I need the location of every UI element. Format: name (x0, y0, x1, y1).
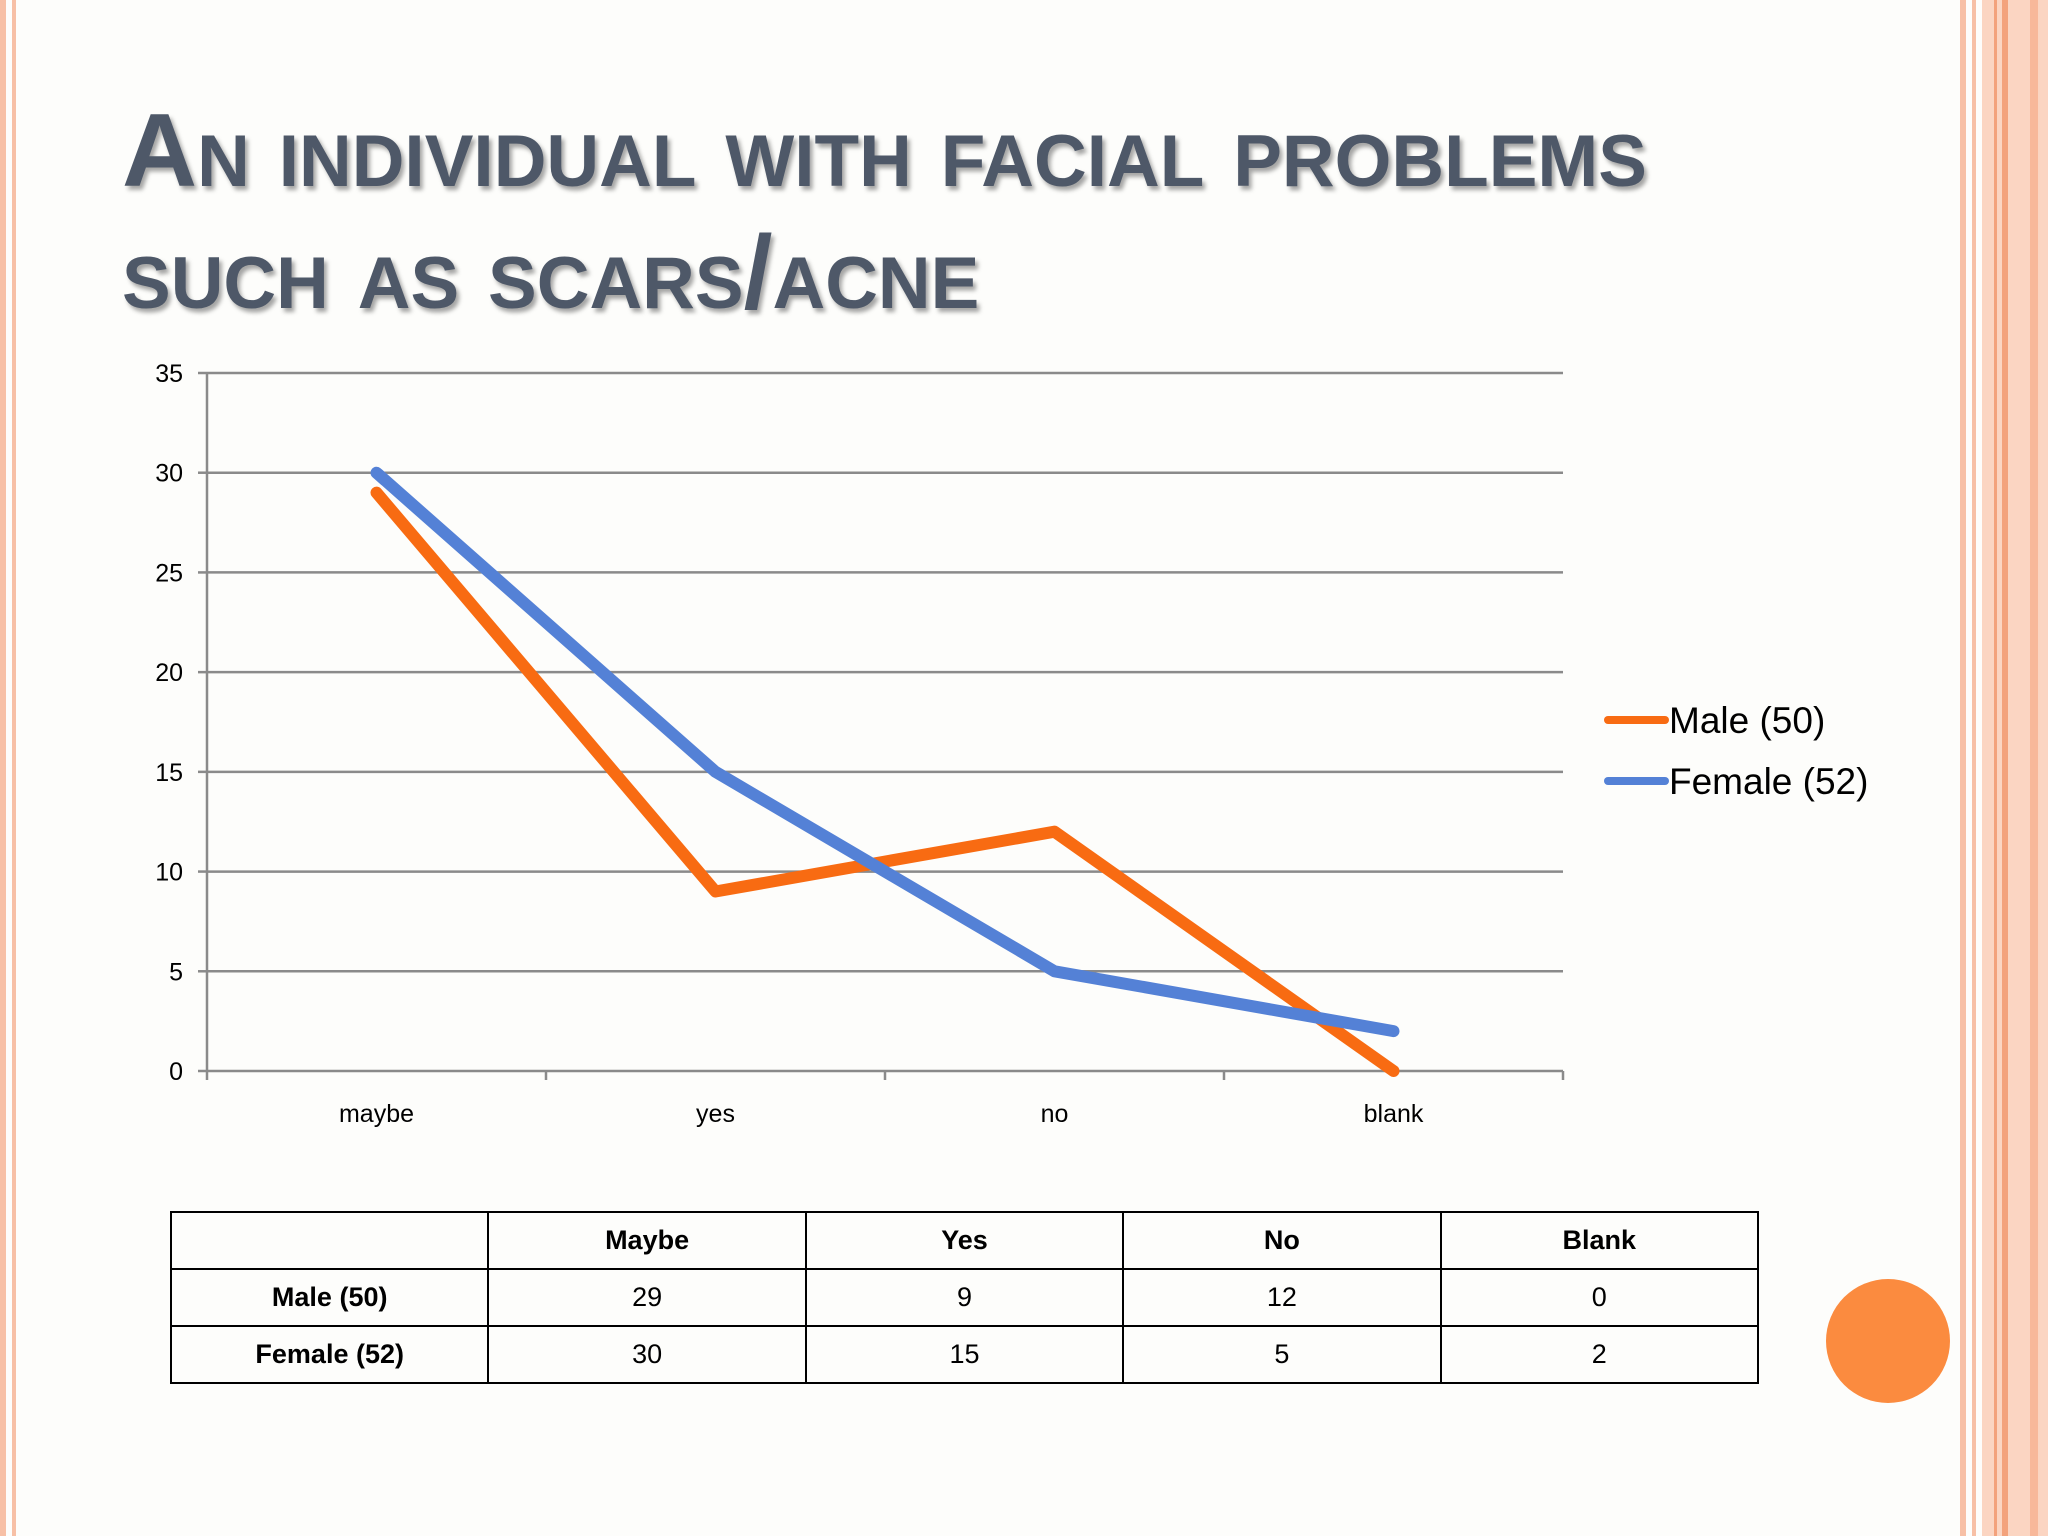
table-header-cell: Blank (1439, 1211, 1760, 1270)
accent-circle (1826, 1279, 1950, 1403)
data-point (713, 889, 718, 894)
table-cell: 29 (487, 1268, 807, 1327)
table-header-cell: No (1122, 1211, 1442, 1270)
table-row: Male (50) 29 9 12 0 (169, 1268, 1760, 1327)
data-point (713, 769, 718, 774)
right-decor-stripe (2002, 0, 2008, 1536)
data-point (1052, 969, 1057, 974)
slide-title: An individual with facial problems such … (122, 93, 1647, 331)
table-row: Female (52) 30 15 5 2 (169, 1325, 1760, 1384)
right-decor-stripe (2030, 0, 2038, 1536)
table-cell: 30 (487, 1325, 807, 1384)
table-cell: 2 (1439, 1325, 1760, 1384)
left-decor-stripe (0, 0, 6, 1536)
table-cell: 15 (804, 1325, 1125, 1384)
table-cell: 9 (804, 1268, 1125, 1327)
table-row-label: Male (50) (169, 1268, 490, 1327)
x-tick-label: maybe (339, 1100, 414, 1128)
table-cell: 5 (1122, 1325, 1442, 1384)
series-line-male (370, 486, 1400, 1077)
y-tick-label: 0 (169, 1058, 183, 1086)
left-decor-stripe (12, 0, 16, 1536)
y-tick-label: 35 (155, 360, 183, 388)
table-row-label: Female (52) (169, 1325, 490, 1384)
table-header-cell: Yes (804, 1211, 1125, 1270)
y-tick-label: 5 (169, 958, 183, 986)
y-tick-label: 20 (155, 659, 183, 687)
legend-label: Male (50) (1669, 700, 1825, 741)
table-header-cell (169, 1211, 490, 1270)
y-tick-label: 30 (155, 460, 183, 488)
right-decor-stripe (1994, 0, 1997, 1536)
data-point (1391, 1029, 1396, 1034)
legend-label: Female (52) (1669, 761, 1868, 802)
table-cell: 0 (1439, 1268, 1760, 1327)
table-header-cell: Maybe (487, 1211, 807, 1270)
data-point (374, 490, 379, 495)
data-point (374, 470, 379, 475)
x-tick-label: yes (696, 1100, 735, 1128)
table-cell: 12 (1122, 1268, 1442, 1327)
y-tick-label: 10 (155, 859, 183, 887)
x-tick-label: no (1041, 1100, 1069, 1128)
right-decor-stripe (1972, 0, 1976, 1536)
table-header-row: Maybe Yes No Blank (169, 1211, 1760, 1270)
right-decor-stripe (1960, 0, 1966, 1536)
data-point (1391, 1069, 1396, 1073)
series-line-female (370, 466, 1400, 1038)
y-tick-label: 25 (155, 559, 183, 587)
x-tick-label: blank (1364, 1100, 1424, 1128)
data-table: Maybe Yes No Blank Male (50) 29 9 12 0 F… (169, 1211, 1760, 1384)
line-chart: 0 5 10 15 20 25 30 35 maybe yes no blank Male (50) Fe… (155, 360, 1868, 1128)
data-point (1052, 829, 1057, 834)
y-tick-label: 15 (155, 759, 183, 787)
